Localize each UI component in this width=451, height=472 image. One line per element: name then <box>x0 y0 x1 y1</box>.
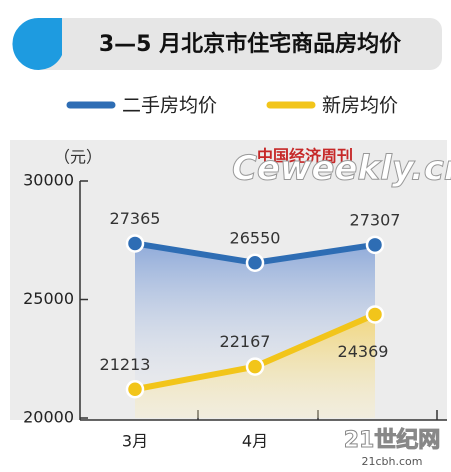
point <box>125 380 145 399</box>
y-tick-label: 30000 <box>23 171 74 190</box>
watermark: 21cbh.com <box>362 455 423 468</box>
x-tick-label: 4月 <box>242 432 268 451</box>
point <box>365 305 385 324</box>
point <box>125 234 145 253</box>
area <box>135 314 375 418</box>
y-tick-label: 20000 <box>23 408 74 427</box>
watermark: Ceweekly.cn <box>232 149 451 189</box>
x-tick-label: 3月 <box>122 432 148 451</box>
watermark: 中国经济周刊 <box>257 147 353 166</box>
title-banner <box>30 18 442 70</box>
chart-title: 3—5 月北京市住宅商品房均价 <box>99 31 402 57</box>
data-label: 26550 <box>230 228 281 247</box>
watermark-bg <box>333 422 451 472</box>
unit-label: （元） <box>54 148 102 167</box>
data-label: 24369 <box>338 342 389 361</box>
data-label: 27365 <box>110 209 161 228</box>
watermark: 21世纪网 <box>344 427 441 453</box>
legend-label: 新房均价 <box>322 95 398 117</box>
point <box>365 235 385 255</box>
point <box>245 253 265 273</box>
y-tick-label: 25000 <box>23 289 74 308</box>
data-label: 22167 <box>220 332 271 351</box>
legend-label: 二手房均价 <box>122 95 217 117</box>
point <box>245 357 265 376</box>
data-label: 21213 <box>100 355 151 374</box>
title-icon <box>12 17 62 70</box>
data-label: 27307 <box>350 210 401 229</box>
